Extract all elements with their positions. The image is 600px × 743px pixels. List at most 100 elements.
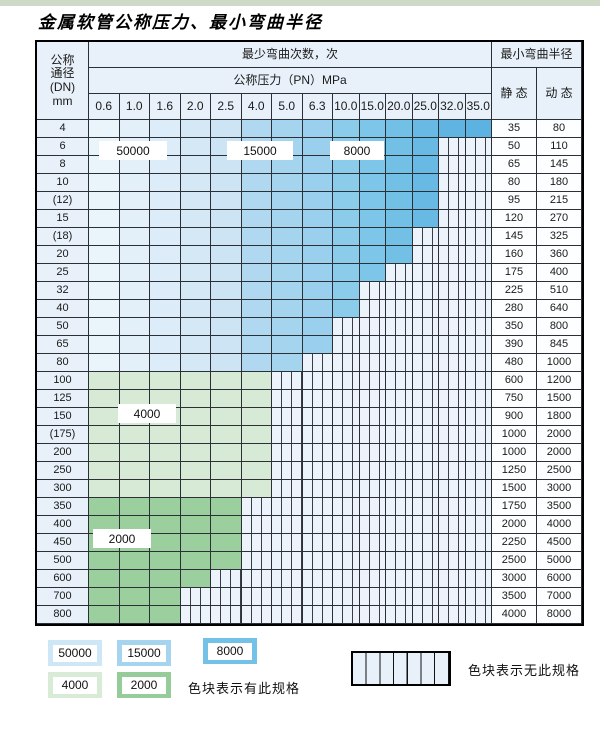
spec-cell-available xyxy=(89,480,120,498)
spec-cell-available xyxy=(180,462,211,480)
spec-cell-available xyxy=(180,408,211,426)
spec-cell-unavailable xyxy=(333,498,360,516)
spec-cell-unavailable xyxy=(412,534,439,552)
spec-cell-available xyxy=(119,156,150,174)
dynamic-column-header: 动 态 xyxy=(537,68,582,120)
spec-cell-unavailable xyxy=(272,570,303,588)
spec-cell-available xyxy=(359,228,386,246)
static-radius-value: 2000 xyxy=(492,516,537,534)
legend-swatch-4000: 4000 xyxy=(48,672,102,698)
spec-cell-available xyxy=(412,174,439,192)
spec-cell-unavailable xyxy=(465,264,492,282)
spec-cell-unavailable xyxy=(465,336,492,354)
spec-cell-available xyxy=(180,534,211,552)
spec-cell-unavailable xyxy=(412,552,439,570)
dynamic-radius-value: 360 xyxy=(537,246,582,264)
spec-cell-unavailable xyxy=(272,444,303,462)
spec-cell-unavailable xyxy=(439,336,466,354)
spec-cell-available xyxy=(180,498,211,516)
static-radius-value: 160 xyxy=(492,246,537,264)
spec-cell-unavailable xyxy=(465,192,492,210)
dn-cell: 15 xyxy=(37,210,89,228)
spec-cell-available xyxy=(119,192,150,210)
static-radius-value: 1000 xyxy=(492,426,537,444)
spec-cell-unavailable xyxy=(241,606,272,624)
spec-cell-unavailable xyxy=(386,282,413,300)
spec-cell-unavailable xyxy=(465,498,492,516)
legend-swatch-label: 8000 xyxy=(208,642,252,660)
spec-cell-unavailable xyxy=(465,372,492,390)
spec-cell-available xyxy=(180,390,211,408)
spec-cell-unavailable xyxy=(302,588,333,606)
dynamic-radius-value: 6000 xyxy=(537,570,582,588)
spec-cell-unavailable xyxy=(211,570,242,588)
spec-cell-available xyxy=(119,174,150,192)
dn-cell: 600 xyxy=(37,570,89,588)
spec-cell-unavailable xyxy=(333,588,360,606)
spec-cell-unavailable xyxy=(412,336,439,354)
spec-cell-unavailable xyxy=(412,408,439,426)
spec-cell-unavailable xyxy=(359,318,386,336)
bend-times-header: 最少弯曲次数，次 xyxy=(89,42,492,68)
spec-cell-available xyxy=(302,156,333,174)
spec-cell-unavailable xyxy=(439,156,466,174)
dynamic-radius-value: 215 xyxy=(537,192,582,210)
spec-cell-available xyxy=(119,210,150,228)
min-radius-header: 最小弯曲半径 xyxy=(492,42,582,68)
spec-cell-unavailable xyxy=(412,390,439,408)
spec-cell-unavailable xyxy=(359,336,386,354)
legend-swatch-50000: 50000 xyxy=(48,640,102,666)
spec-cell-unavailable xyxy=(211,606,242,624)
spec-cell-available xyxy=(150,120,181,138)
dn-cell: 4 xyxy=(37,120,89,138)
spec-cell-available xyxy=(302,228,333,246)
spec-cell-unavailable xyxy=(386,390,413,408)
spec-cell-unavailable xyxy=(359,606,386,624)
static-radius-value: 280 xyxy=(492,300,537,318)
spec-cell-available xyxy=(150,228,181,246)
legend-has-spec-text: 色块表示有此规格 xyxy=(188,681,301,696)
spec-cell-available xyxy=(180,192,211,210)
spec-cell-available xyxy=(211,444,242,462)
dn-cell: 8 xyxy=(37,156,89,174)
spec-cell-unavailable xyxy=(272,498,303,516)
dn-header-line: 公称 xyxy=(50,52,75,67)
legend-swatch-label: 15000 xyxy=(122,644,166,662)
spec-cell-unavailable xyxy=(465,174,492,192)
spec-cell-available xyxy=(211,228,242,246)
spec-cell-available xyxy=(150,552,181,570)
spec-cell-unavailable xyxy=(439,138,466,156)
spec-cell-unavailable xyxy=(302,534,333,552)
dynamic-radius-value: 1500 xyxy=(537,390,582,408)
spec-cell-available xyxy=(89,354,120,372)
spec-cell-available xyxy=(180,372,211,390)
spec-cell-unavailable xyxy=(333,426,360,444)
dynamic-radius-value: 4500 xyxy=(537,534,582,552)
dn-cell: 350 xyxy=(37,498,89,516)
static-radius-value: 120 xyxy=(492,210,537,228)
spec-cell-available xyxy=(119,426,150,444)
spec-cell-available xyxy=(302,120,333,138)
spec-cell-available xyxy=(386,138,413,156)
dn-cell: 20 xyxy=(37,246,89,264)
spec-cell-unavailable xyxy=(386,336,413,354)
spec-cell-available xyxy=(241,444,272,462)
static-radius-value: 225 xyxy=(492,282,537,300)
spec-cell-unavailable xyxy=(386,534,413,552)
spec-cell-unavailable xyxy=(439,552,466,570)
spec-cell-available xyxy=(180,444,211,462)
dynamic-radius-value: 845 xyxy=(537,336,582,354)
spec-cell-available xyxy=(119,570,150,588)
spec-cell-available xyxy=(211,534,242,552)
spec-cell-available xyxy=(211,498,242,516)
spec-cell-unavailable xyxy=(465,282,492,300)
spec-cell-available xyxy=(150,300,181,318)
spec-cell-available xyxy=(333,174,360,192)
spec-cell-available xyxy=(150,156,181,174)
spec-cell-available xyxy=(386,174,413,192)
dynamic-radius-value: 3500 xyxy=(537,498,582,516)
spec-cell-available xyxy=(119,372,150,390)
spec-cell-unavailable xyxy=(439,444,466,462)
spec-cell-unavailable xyxy=(359,354,386,372)
spec-cell-available xyxy=(150,534,181,552)
